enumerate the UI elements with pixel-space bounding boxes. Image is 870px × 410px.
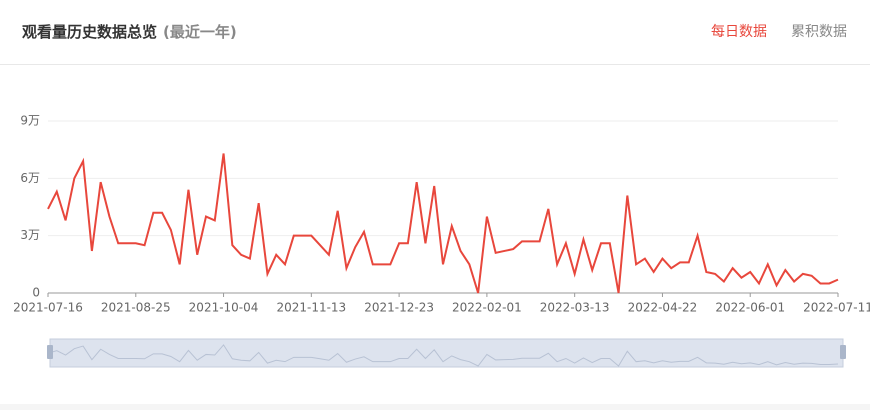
zoom-slider [49, 338, 844, 368]
tab-daily[interactable]: 每日数据 [711, 24, 767, 40]
title: 观看量历史数据总览 (最近一年) [22, 21, 237, 42]
x-tick-label: 2021-11-13 [276, 301, 346, 315]
x-tick-label: 2022-02-01 [452, 301, 522, 315]
x-tick-label: 2021-10-04 [189, 301, 259, 315]
zoom-handle[interactable] [840, 345, 846, 359]
y-tick-label: 3万 [20, 228, 40, 242]
x-tick-label: 2021-07-16 [13, 301, 83, 315]
subtitle: (最近一年) [163, 23, 237, 41]
x-tick-label: 2021-08-25 [101, 301, 171, 315]
line [47, 153, 839, 294]
x-tick-label: 2022-03-13 [540, 301, 610, 315]
x-tick-label: 2022-04-22 [628, 301, 698, 315]
x-tick-label: 2021-12-23 [364, 301, 434, 315]
tab-cumulative[interactable]: 累积数据 [791, 24, 847, 40]
zoom-handle[interactable] [47, 345, 53, 359]
footer-band [0, 404, 870, 410]
y-tick-label: 6万 [20, 171, 40, 185]
y-tick-label: 9万 [20, 114, 40, 128]
y-tick-label: 0 [32, 286, 40, 300]
zoom-preview-line [47, 344, 839, 367]
x-tick-label: 2022-07-11 [803, 301, 870, 315]
title-text: 观看量历史数据总览 [22, 23, 158, 41]
header: 观看量历史数据总览 (最近一年) 每日数据 累积数据 [0, 0, 870, 65]
x-tick-label: 2022-06-01 [715, 301, 785, 315]
